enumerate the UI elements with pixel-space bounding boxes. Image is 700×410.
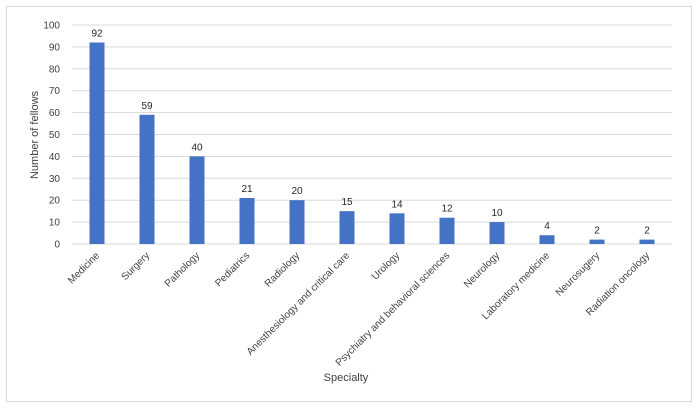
data-label: 15 [341,197,353,208]
bars [89,42,655,244]
x-tick-label: Pathology [163,250,202,289]
y-tick-label: 70 [49,86,61,97]
data-label: 20 [291,186,303,197]
bar [539,235,555,244]
y-tick-label: 80 [49,64,61,75]
x-tick-label: Pediatrics [213,250,252,289]
bar [439,217,455,244]
x-tick-label: Psychiatry and behavioral sciences [334,250,452,368]
bar [139,114,155,244]
chart-frame [6,6,692,402]
data-label: 2 [594,226,600,237]
y-tick-label: 90 [49,42,61,53]
x-tick-label: Medicine [66,250,102,286]
y-tick-label: 30 [49,174,61,185]
bar [89,42,105,244]
x-axis-ticks: Medicine Surgery Pathology Pediatrics Radiol… [66,250,652,369]
x-tick-label: Radiology [263,250,302,289]
data-label: 92 [91,29,103,40]
data-label: 2 [644,226,650,237]
x-axis-title: Specialty [324,372,369,384]
y-axis-title: Number of fellows [29,90,41,179]
data-labels: 92 59 40 21 20 15 14 12 10 4 2 2 [91,29,650,237]
bar [239,198,255,244]
y-axis-ticks: 0 10 20 30 40 50 60 70 80 90 100 [43,21,60,251]
bar [339,211,355,244]
x-tick-label: Neurosugery [554,250,602,298]
data-label: 12 [441,204,453,215]
x-tick-label: Anesthesiology and critical care [245,250,353,358]
y-tick-label: 50 [49,130,61,141]
bar [589,239,605,244]
data-label: 40 [191,142,203,153]
bar [389,213,405,244]
bar [189,156,205,244]
bar [489,222,505,244]
gridlines [72,24,672,245]
x-tick-label: Urology [370,250,402,282]
bar [639,239,655,244]
data-label: 10 [491,208,503,219]
data-label: 14 [391,199,403,210]
data-label: 59 [141,101,153,112]
y-tick-label: 100 [43,21,60,32]
y-tick-label: 60 [49,108,61,119]
y-tick-label: 20 [49,196,61,207]
y-tick-label: 40 [49,152,61,163]
x-tick-label: Neurology [462,250,502,290]
data-label: 21 [241,184,253,195]
bar [289,200,305,244]
data-label: 4 [544,221,550,232]
x-tick-label: Surgery [120,250,153,283]
y-tick-label: 10 [49,218,61,229]
y-tick-label: 0 [54,240,60,251]
